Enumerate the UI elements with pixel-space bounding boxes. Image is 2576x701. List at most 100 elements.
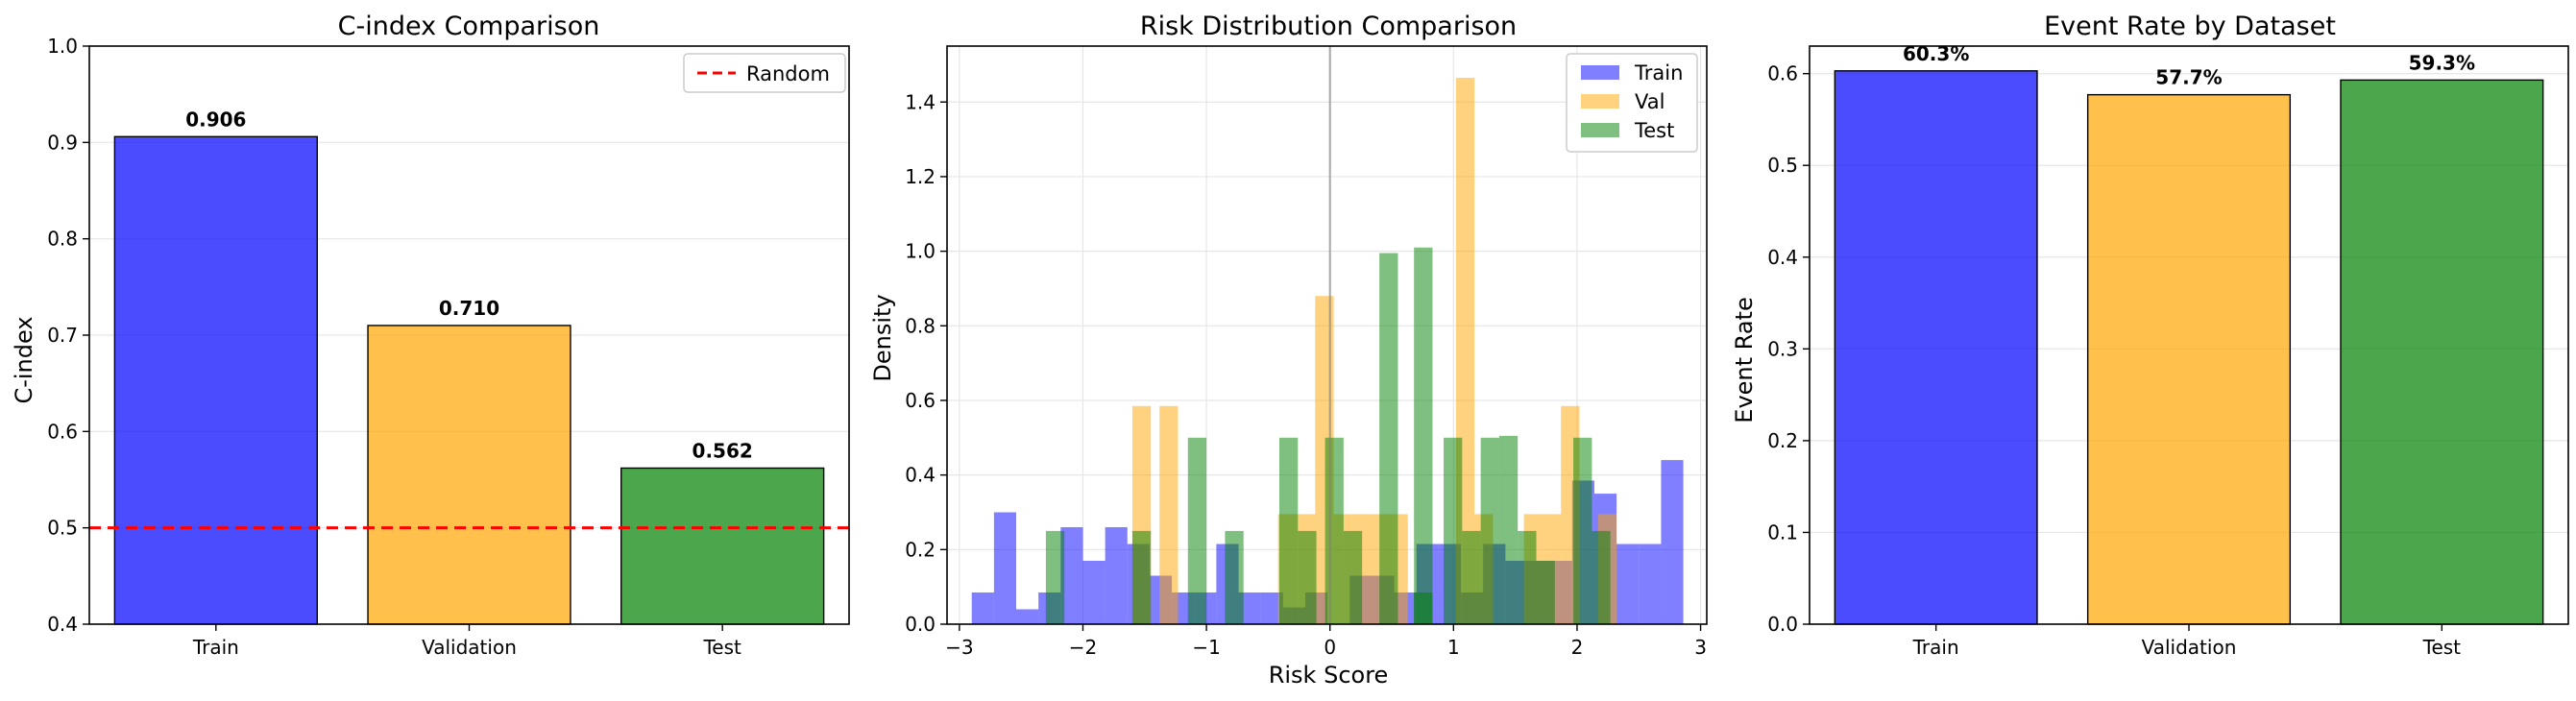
event-bar-train: [1834, 70, 2038, 625]
event-xtick-label-test: Test: [2422, 636, 2462, 659]
risk-bin-train: [1082, 560, 1106, 624]
cindex-xtick-label-validation: Validation: [422, 636, 517, 659]
risk-ytick-label: 0.8: [905, 314, 936, 337]
legend-label-test: Test: [1634, 119, 1674, 142]
risk-xtick-label: −1: [1192, 636, 1220, 659]
event-ytick-label: 0.4: [1767, 246, 1798, 269]
risk-ytick-label: 0.0: [905, 613, 936, 636]
event-ytick-label: 0.6: [1767, 62, 1798, 85]
risk-bin-test: [1536, 560, 1555, 624]
legend-label-val: Val: [1635, 90, 1665, 113]
risk-bin-test: [1278, 437, 1299, 624]
risk-bin-test: [1187, 437, 1207, 624]
risk-bin-test: [1518, 530, 1537, 624]
risk-bin-test: [1131, 530, 1152, 624]
cindex-ytick-label: 1.0: [47, 35, 78, 58]
risk-bin-test: [1462, 530, 1481, 624]
legend-label-train: Train: [1634, 61, 1683, 85]
event-ytick-label: 0.0: [1767, 613, 1798, 636]
risk-chart-xlabel: Risk Score: [1269, 662, 1389, 689]
event-plot-frame: [1809, 45, 2569, 625]
event-bar-test: [2340, 79, 2544, 625]
risk-bin-train: [993, 512, 1017, 624]
risk-bin-train: [1105, 527, 1128, 624]
cindex-value-label-test: 0.562: [693, 439, 753, 462]
cindex-bar-validation: [367, 325, 571, 625]
event-value-label-validation: 57.7%: [2155, 66, 2222, 89]
risk-ytick-label: 1.4: [905, 90, 936, 113]
risk-bin-test: [1324, 437, 1344, 624]
risk-ytick-label: 1.0: [905, 240, 936, 263]
cindex-ytick-label: 0.9: [47, 131, 78, 154]
event-xtick-label-train: Train: [1912, 636, 1959, 659]
risk-xtick-label: −3: [945, 636, 973, 659]
cindex-xtick-label-train: Train: [192, 636, 239, 659]
event-ytick-label: 0.5: [1767, 154, 1798, 177]
risk-bin-train: [1639, 544, 1662, 624]
risk-bin-test: [1414, 592, 1433, 624]
risk-bin-test: [1343, 530, 1363, 624]
event-bar-validation: [2086, 93, 2292, 625]
cindex-ytick-label: 0.7: [47, 324, 78, 347]
risk-xtick-label: −2: [1069, 636, 1097, 659]
risk-ytick-label: 0.4: [905, 464, 936, 487]
cindex-bar-train: [113, 135, 319, 625]
risk-bin-test: [1444, 437, 1463, 624]
event-chart-ylabel: Event Rate: [1731, 297, 1758, 423]
risk-bin-train: [1238, 592, 1261, 624]
event-rate-chart: Event Rate by Dataset Event Rate 60.3%57…: [1731, 12, 2569, 659]
cindex-ytick-label: 0.8: [47, 228, 78, 251]
risk-bin-train: [971, 592, 994, 624]
risk-ytick-label: 0.2: [905, 538, 936, 561]
event-ytick-label: 0.2: [1767, 429, 1798, 452]
cindex-chart: C-index Comparison C-index 0.906 0.710 0.5…: [11, 12, 850, 659]
risk-bin-train: [1016, 609, 1039, 624]
cindex-xtick-label-test: Test: [702, 636, 741, 659]
risk-bin-test: [1498, 435, 1519, 624]
cindex-ytick-label: 0.4: [47, 613, 78, 636]
risk-legend: Train Val Test: [1566, 53, 1698, 153]
risk-xtick-label: 3: [1694, 636, 1707, 659]
cindex-chart-title: C-index Comparison: [338, 12, 600, 41]
risk-ytick-label: 1.2: [905, 165, 936, 188]
cindex-plot-frame: [88, 45, 850, 625]
risk-ytick-label: 0.6: [905, 389, 936, 412]
cindex-legend: Random: [683, 53, 846, 93]
risk-bin-train: [1661, 460, 1684, 624]
cindex-value-label-train: 0.906: [185, 108, 246, 131]
risk-xtick-label: 0: [1324, 636, 1336, 659]
risk-bin-test: [1298, 530, 1317, 624]
cindex-chart-ylabel: C-index: [11, 316, 37, 403]
event-xtick-label-validation: Validation: [2142, 636, 2237, 659]
risk-bin-test: [1592, 530, 1611, 624]
cindex-bar-test: [620, 467, 825, 625]
risk-xtick-label: 1: [1447, 636, 1460, 659]
risk-bin-test: [1045, 530, 1065, 624]
event-ytick-label: 0.1: [1767, 520, 1798, 544]
risk-plot-frame: [946, 45, 1708, 625]
risk-bin-val: [1159, 405, 1179, 624]
risk-xtick-label: 2: [1571, 636, 1584, 659]
cindex-ytick-label: 0.6: [47, 420, 78, 443]
risk-bin-test: [1480, 437, 1499, 624]
risk-distribution-chart: Risk Distribution Comparison Density Ris…: [869, 12, 1708, 689]
cindex-ytick-label: 0.5: [47, 517, 78, 540]
legend-swatch-val: [1581, 94, 1619, 109]
risk-bin-train: [1060, 527, 1083, 624]
legend-swatch-test: [1581, 123, 1619, 137]
event-value-label-test: 59.3%: [2409, 51, 2475, 74]
risk-bin-train: [1616, 544, 1640, 624]
cindex-value-label-validation: 0.710: [439, 297, 499, 320]
legend-swatch-train: [1581, 65, 1619, 80]
risk-chart-title: Risk Distribution Comparison: [1140, 12, 1517, 41]
risk-bin-test: [1573, 437, 1592, 624]
legend-label-random: Random: [746, 62, 830, 85]
risk-bin-test: [1379, 253, 1398, 624]
event-chart-title: Event Rate by Dataset: [2044, 12, 2336, 41]
risk-bin-train: [1260, 592, 1283, 624]
event-ytick-label: 0.3: [1767, 337, 1798, 360]
risk-bin-test: [1414, 247, 1433, 624]
risk-chart-ylabel: Density: [869, 294, 896, 381]
risk-bin-test: [1225, 530, 1244, 624]
